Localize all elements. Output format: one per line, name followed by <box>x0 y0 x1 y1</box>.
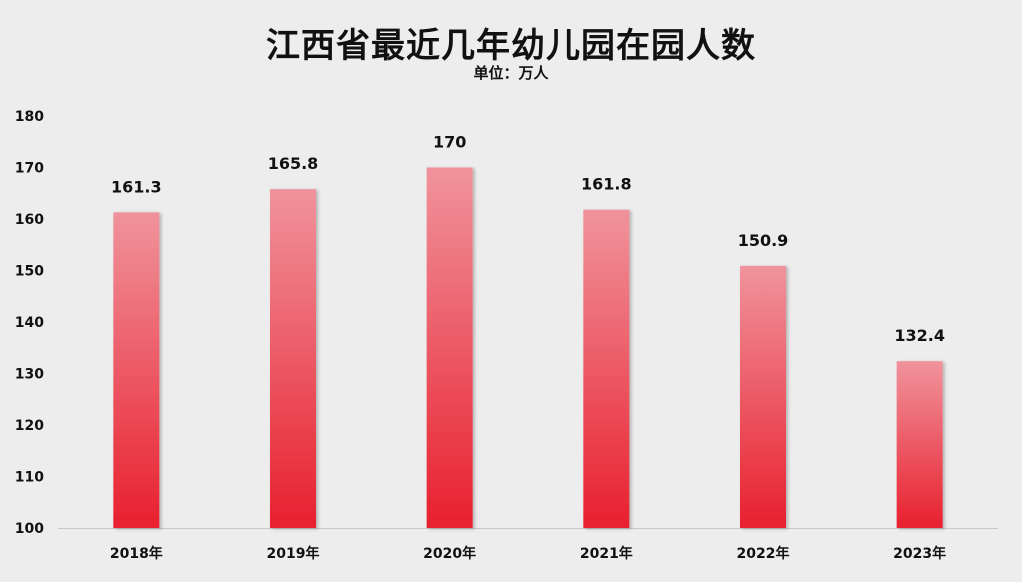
y-tick-label: 120 <box>15 418 44 434</box>
chart-subtitle: 单位：万人 <box>473 64 549 82</box>
x-tick-label: 2018年 <box>110 545 163 562</box>
bar-value-label: 161.3 <box>111 177 162 196</box>
bar <box>426 167 473 528</box>
y-tick-label: 100 <box>15 521 44 537</box>
bar-value-label: 170 <box>433 133 466 152</box>
bar-value-label: 150.9 <box>738 231 789 250</box>
bar <box>583 209 630 529</box>
bar-value-label: 132.4 <box>894 326 945 345</box>
y-tick-label: 160 <box>15 212 44 228</box>
y-tick-label: 130 <box>15 367 44 383</box>
bar <box>113 212 160 528</box>
x-tick-label: 2022年 <box>737 545 790 562</box>
x-tick-label: 2021年 <box>580 545 633 562</box>
y-tick-label: 110 <box>15 470 44 486</box>
bar-value-label: 165.8 <box>268 154 319 173</box>
y-tick-label: 150 <box>15 264 44 280</box>
x-tick-label: 2019年 <box>267 545 320 562</box>
x-tick-label: 2020年 <box>423 545 476 562</box>
bar-value-label: 161.8 <box>581 175 632 194</box>
bar <box>270 189 316 528</box>
y-tick-label: 170 <box>15 161 44 177</box>
bar <box>740 265 786 528</box>
chart-title: 江西省最近几年幼儿园在园人数 <box>266 26 756 66</box>
bar <box>896 361 943 528</box>
y-tick-label: 180 <box>15 109 44 125</box>
y-tick-label: 140 <box>15 315 44 331</box>
x-tick-label: 2023年 <box>893 545 946 562</box>
